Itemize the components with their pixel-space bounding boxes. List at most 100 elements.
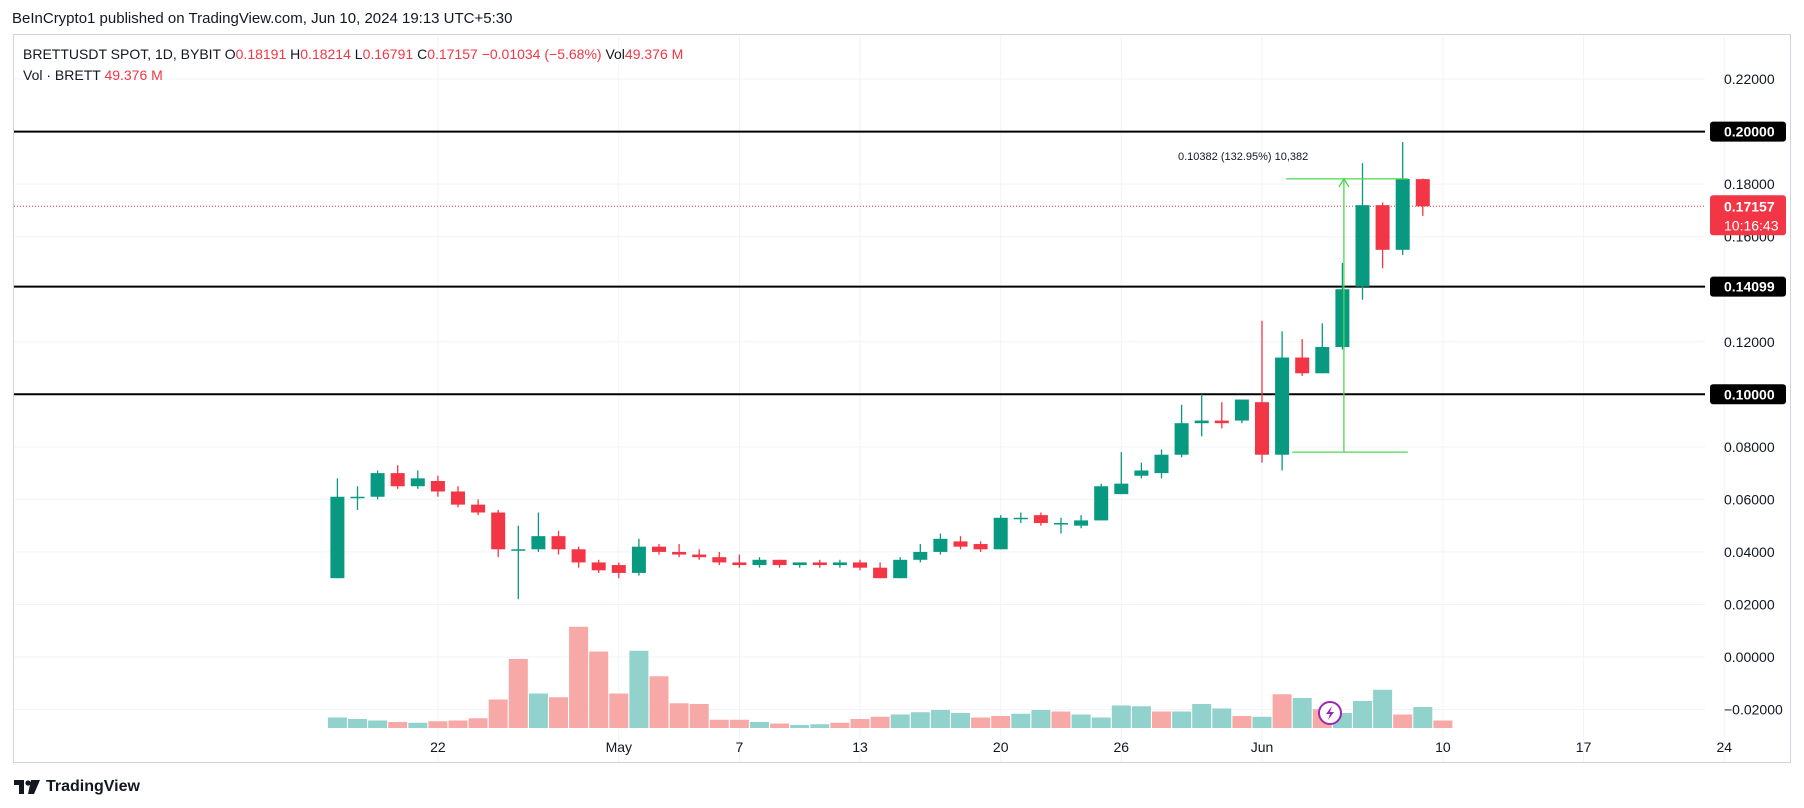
volume-bar — [810, 724, 830, 728]
symbol-legend: BRETTUSDT SPOT, 1D, BYBIT O0.18191 H0.18… — [23, 44, 683, 86]
volume-bar — [1353, 701, 1372, 728]
volume-indicator-value: 49.376 M — [104, 67, 163, 83]
candle-body — [973, 544, 988, 550]
volume-bar — [609, 693, 629, 728]
y-tick-label: −0.02000 — [1724, 702, 1783, 718]
candle-body — [631, 546, 646, 573]
candle-body — [1295, 357, 1310, 374]
volume-bar — [569, 626, 589, 728]
candle-body — [350, 496, 365, 499]
candle-body — [591, 562, 606, 571]
candle-body — [1335, 289, 1350, 348]
y-tick-label: 0.08000 — [1724, 439, 1775, 455]
candle-body — [672, 551, 687, 555]
candle-body — [752, 559, 767, 566]
volume-bar — [1011, 713, 1031, 728]
volume-bar — [1212, 708, 1232, 728]
volume-indicator-label[interactable]: Vol · BRETT — [23, 67, 101, 83]
volume-bar — [428, 721, 448, 728]
volume-bar — [750, 722, 769, 728]
x-tick-label: 24 — [1717, 739, 1733, 755]
y-tick-label: 0.02000 — [1724, 596, 1775, 612]
volume-bar — [910, 712, 930, 728]
candle-body — [853, 562, 867, 568]
candle-body — [1194, 420, 1209, 424]
volume-bar — [549, 697, 568, 728]
legend-high-label: H — [290, 46, 301, 62]
candle-body — [571, 549, 586, 563]
candle-body — [1114, 483, 1129, 495]
candle-body — [1174, 423, 1189, 455]
candle-body — [712, 557, 727, 563]
volume-bar — [1232, 716, 1252, 728]
volume-bar — [951, 713, 970, 728]
candle-body — [611, 565, 626, 573]
volume-bar — [830, 722, 850, 728]
tradingview-footer[interactable]: TradingView — [14, 778, 140, 796]
volume-bar — [689, 704, 709, 728]
x-tick-label: 22 — [430, 739, 446, 755]
level-label: 0.10000 — [1724, 386, 1775, 402]
volume-bar — [850, 719, 870, 728]
volume-bar — [1292, 698, 1312, 728]
candle-body — [1234, 399, 1249, 421]
volume-bar — [468, 718, 488, 728]
volume-bar — [327, 717, 347, 728]
volume-bar — [368, 720, 388, 728]
candle-body — [551, 536, 566, 550]
candle-body — [933, 538, 948, 552]
volume-bars — [327, 626, 1453, 728]
x-tick-label: May — [606, 739, 632, 755]
volume-bar — [448, 720, 468, 728]
volume-bar — [629, 650, 649, 728]
volume-bar — [589, 651, 609, 728]
chart-frame — [13, 34, 1791, 763]
candle-body — [792, 562, 807, 566]
volume-bar — [1433, 720, 1453, 728]
x-tick-label: 7 — [736, 739, 744, 755]
candle-body — [330, 496, 345, 579]
volume-bar — [1272, 694, 1292, 728]
volume-bar — [770, 723, 790, 728]
volume-bar — [870, 716, 890, 728]
countdown-label: 10:16:43 — [1724, 217, 1779, 233]
measure-arrow-icon — [1338, 177, 1350, 188]
legend-open-label: O — [224, 46, 236, 62]
candle-body — [1054, 523, 1068, 525]
candle-body — [1315, 347, 1330, 374]
y-tick-label: 0.00000 — [1724, 649, 1775, 665]
candle-body — [1214, 420, 1229, 424]
axes: 0.220000.180000.160000.120000.080000.060… — [430, 71, 1786, 755]
candle-body — [1375, 205, 1390, 250]
volume-bar — [1091, 717, 1111, 728]
tradingview-brand: TradingView — [46, 778, 140, 795]
candle-body — [1154, 454, 1169, 474]
level-label: 0.14099 — [1724, 279, 1775, 295]
candle-body — [370, 473, 385, 497]
candle-body — [471, 504, 486, 513]
legend-low: 0.16791 — [362, 46, 414, 62]
volume-bar — [1393, 714, 1413, 728]
volume-bar — [729, 719, 749, 728]
volume-bar — [890, 714, 910, 728]
volume-bar — [971, 717, 991, 728]
x-tick-label: 20 — [993, 739, 1009, 755]
y-tick-label: 0.04000 — [1724, 544, 1775, 560]
legend-symbol[interactable]: BRETTUSDT SPOT, 1D, BYBIT — [23, 46, 221, 62]
candle-body — [1415, 179, 1430, 207]
candle-body — [430, 480, 445, 492]
candle-body — [1355, 205, 1370, 287]
candle-body — [1255, 402, 1269, 455]
volume-bar — [1152, 711, 1171, 728]
candle-body — [893, 559, 908, 579]
legend-change: −0.01034 (−5.68%) — [481, 46, 602, 62]
candle-body — [832, 562, 847, 566]
volume-bar — [488, 699, 508, 728]
volume-bar — [1172, 711, 1192, 728]
x-tick-label: 17 — [1576, 739, 1592, 755]
candle-body — [1395, 178, 1410, 250]
last-price-badge — [1710, 195, 1786, 236]
legend-volume: 49.376 M — [624, 46, 684, 62]
candle-body — [1094, 486, 1109, 521]
